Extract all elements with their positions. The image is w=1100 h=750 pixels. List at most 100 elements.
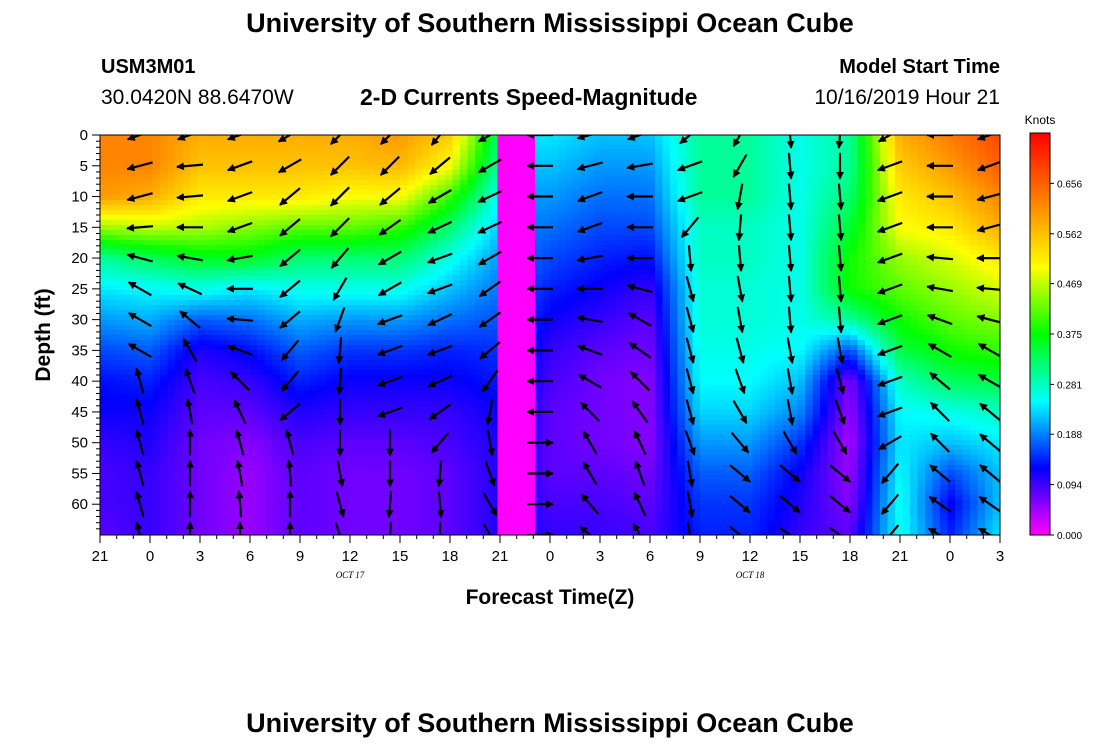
current-vector-arrow (478, 280, 502, 298)
current-vector-arrow (626, 135, 644, 141)
current-vector-arrow (580, 493, 600, 515)
chart-title: 2-D Currents Speed-Magnitude (360, 84, 698, 110)
current-vector-arrow (226, 191, 253, 203)
station-id: USM3M01 (101, 56, 196, 78)
current-vector-arrow (388, 521, 393, 535)
current-vector-arrow (876, 344, 903, 357)
x-tick-label: 12 (342, 548, 359, 565)
current-vector-arrow (279, 402, 301, 422)
y-tick-label: 55 (71, 465, 88, 482)
current-vector-arrow (426, 252, 453, 264)
current-vector-arrow (779, 495, 801, 514)
current-vector-arrow (226, 135, 244, 141)
x-tick-label: 12 (742, 548, 759, 565)
current-vector-arrow (377, 250, 402, 266)
current-vector-arrow (334, 307, 346, 333)
current-vector-arrow (829, 495, 851, 514)
current-vector-arrow (478, 311, 502, 328)
current-vector-arrow (836, 245, 845, 272)
current-vector-arrow (226, 254, 253, 264)
y-tick-label: 40 (71, 373, 88, 390)
current-vector-arrow (832, 430, 848, 455)
current-vector-arrow (576, 161, 603, 172)
x-axis-label: Forecast Time(Z) (466, 586, 635, 609)
current-vector-arrow (978, 495, 1000, 513)
current-vector-arrow (836, 214, 845, 242)
x-tick-label: 0 (146, 548, 154, 565)
current-vector-arrow (730, 431, 750, 454)
current-vector-arrow (786, 152, 795, 180)
current-vector-arrow (686, 491, 695, 518)
current-vector-arrow (685, 306, 696, 334)
current-vector-arrow (582, 461, 598, 486)
y-tick-label: 20 (71, 250, 88, 267)
current-vector-arrow (686, 460, 695, 488)
current-vector-arrow (786, 306, 795, 334)
y-tick-label: 5 (80, 158, 88, 175)
current-vector-arrow (977, 527, 993, 535)
x-tick-label: 0 (946, 548, 954, 565)
current-vector-arrow (486, 429, 495, 457)
current-vector-arrow (427, 313, 453, 327)
current-vector-arrow (380, 155, 400, 176)
current-vector-arrow (479, 341, 501, 360)
speed-heatmap (100, 135, 1000, 535)
current-vector-arrow (126, 252, 153, 263)
current-vector-arrow (786, 337, 795, 365)
current-vector-arrow (576, 221, 603, 234)
current-vector-arrow (876, 160, 903, 172)
current-vector-arrow (482, 523, 492, 535)
current-vector-arrow (485, 398, 494, 426)
current-vector-arrow (226, 315, 254, 324)
current-vector-arrow (428, 403, 452, 421)
current-vector-arrow (928, 495, 952, 513)
x-tick-label: 9 (296, 548, 304, 565)
current-vector-arrow (134, 490, 145, 518)
current-vector-arrow (330, 247, 350, 269)
date-label: OCT 17 (336, 570, 365, 580)
current-vector-arrow (582, 430, 598, 455)
current-vector-arrow (685, 399, 696, 426)
current-vector-arrow (976, 160, 1000, 172)
x-tick-label: 21 (492, 548, 509, 565)
current-vector-arrow (176, 193, 204, 202)
colorbar-tick-label: 0.188 (1057, 430, 1082, 441)
current-vector-arrow (736, 275, 745, 303)
current-vector-arrow (880, 462, 900, 485)
current-vector-arrow (834, 399, 846, 426)
current-vector-arrow (134, 367, 145, 394)
y-tick-label: 10 (71, 189, 88, 206)
current-vector-arrow (686, 245, 695, 272)
current-vector-arrow (929, 464, 951, 483)
current-vector-arrow (435, 460, 444, 488)
y-tick-label: 0 (80, 127, 88, 144)
current-vector-arrow (235, 459, 244, 487)
current-vector-arrow (234, 429, 245, 456)
current-vector-arrow (427, 374, 453, 388)
current-vector-arrow (684, 430, 696, 456)
current-vector-arrow (736, 306, 745, 334)
current-vector-arrow (732, 135, 742, 148)
current-vector-arrow (226, 160, 253, 172)
current-vector-arrow (628, 342, 652, 359)
current-vector-arrow (633, 429, 647, 455)
colorbar-gradient (1029, 132, 1051, 536)
current-vector-arrow (127, 312, 152, 328)
current-vector-arrow (976, 135, 994, 141)
current-vector-arrow (330, 186, 350, 207)
current-vector-arrow (786, 245, 795, 272)
colorbar-title: Knots (1025, 113, 1056, 127)
current-vector-arrow (676, 191, 703, 203)
current-vector-arrow (378, 219, 402, 236)
current-vector-arrow (376, 314, 403, 326)
current-vector-arrow (634, 460, 646, 487)
current-vector-arrow (729, 464, 751, 483)
current-vector-arrow (729, 495, 751, 514)
current-vector-arrow (126, 223, 154, 232)
y-tick-label: 35 (71, 342, 88, 359)
current-vector-arrow (876, 191, 903, 203)
current-vector-arrow (685, 368, 696, 395)
current-vector-arrow (732, 400, 748, 425)
current-vector-arrow (930, 401, 950, 422)
current-vector-arrow (577, 373, 602, 389)
